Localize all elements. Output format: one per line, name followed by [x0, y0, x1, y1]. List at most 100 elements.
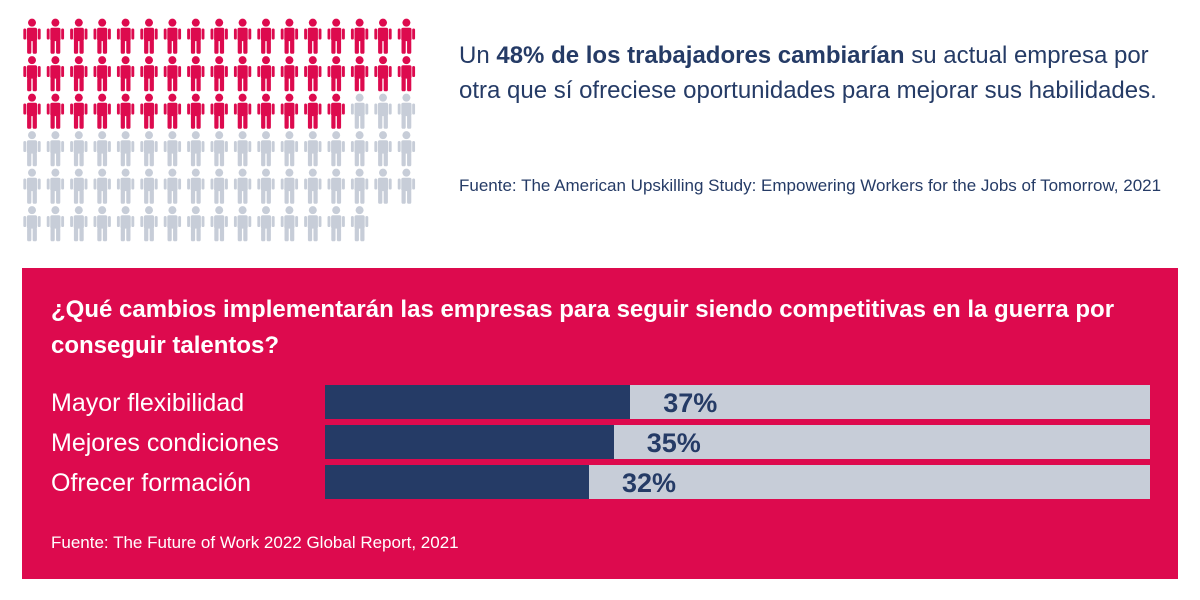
person-icon-highlighted — [374, 18, 392, 54]
person-icon — [140, 131, 158, 167]
bar-label-ofrecer-formacion: Ofrecer formación — [51, 469, 252, 497]
person-icon-highlighted — [397, 56, 416, 92]
person-icon-highlighted — [140, 56, 158, 92]
people-pictogram — [23, 18, 416, 242]
person-icon — [397, 168, 416, 204]
person-icon-highlighted — [46, 18, 65, 54]
person-icon-highlighted — [350, 18, 369, 54]
person-icon-highlighted — [327, 56, 345, 92]
person-icon-highlighted — [23, 93, 41, 129]
person-icon-highlighted — [280, 18, 299, 54]
person-icon — [187, 168, 205, 204]
person-icon-highlighted — [70, 56, 88, 92]
person-icon-highlighted — [70, 18, 88, 54]
person-icon — [233, 131, 252, 167]
person-icon — [23, 206, 41, 242]
person-icon — [257, 131, 275, 167]
person-icon — [210, 131, 228, 167]
person-icon-highlighted — [233, 56, 252, 92]
person-icon-highlighted — [163, 18, 182, 54]
person-icon-highlighted — [187, 93, 205, 129]
panel-title: ¿Qué cambios implementarán las empresas … — [51, 296, 1115, 359]
person-icon-highlighted — [280, 93, 299, 129]
person-icon-highlighted — [350, 56, 369, 92]
person-icon-highlighted — [46, 93, 65, 129]
person-icon — [93, 206, 111, 242]
bar-value-mejores-condiciones: 35% — [646, 428, 701, 458]
bar-track-ofrecer-formacion: 32% — [325, 465, 1150, 499]
person-icon — [187, 131, 205, 167]
headline-statement: Un 48% de los trabajadores cambiarían su… — [459, 38, 1179, 108]
person-icon-highlighted — [116, 56, 135, 92]
person-icon-highlighted — [327, 93, 345, 129]
bar-value-mayor-flexibilidad: 37% — [663, 388, 718, 418]
person-icon — [70, 168, 88, 204]
person-icon — [70, 131, 88, 167]
person-icon-highlighted — [187, 18, 205, 54]
person-icon-highlighted — [304, 56, 322, 92]
bar-fill-mejores-condiciones — [325, 425, 614, 459]
person-icon — [116, 168, 135, 204]
person-icon-highlighted — [327, 18, 345, 54]
person-icon — [116, 206, 135, 242]
person-icon — [304, 206, 322, 242]
person-icon-highlighted — [140, 93, 158, 129]
person-icon — [46, 131, 65, 167]
person-icon — [210, 206, 228, 242]
person-icon — [327, 131, 345, 167]
person-icon — [374, 131, 392, 167]
person-icon-highlighted — [46, 56, 65, 92]
person-icon — [163, 131, 182, 167]
bar-label-mejores-condiciones: Mejores condiciones — [51, 429, 279, 457]
person-icon-highlighted — [233, 93, 252, 129]
person-icon — [327, 168, 345, 204]
person-icon-highlighted — [116, 93, 135, 129]
person-icon-highlighted — [116, 18, 135, 54]
person-icon — [350, 168, 369, 204]
person-icon — [280, 131, 299, 167]
person-icon-highlighted — [163, 56, 182, 92]
person-icon — [280, 168, 299, 204]
person-icon-highlighted — [257, 93, 275, 129]
person-icon — [257, 168, 275, 204]
source-citation-bottom: Fuente: The Future of Work 2022 Global R… — [51, 533, 459, 552]
person-icon — [374, 93, 392, 129]
bar-fill-mayor-flexibilidad — [325, 385, 631, 419]
person-icon — [233, 206, 252, 242]
person-icon — [304, 168, 322, 204]
person-icon — [163, 168, 182, 204]
headline-suffix: su actual empresa por otra que sí ofreci… — [459, 42, 1157, 104]
person-icon — [350, 131, 369, 167]
person-icon-highlighted — [163, 93, 182, 129]
person-icon-highlighted — [23, 56, 41, 92]
bar-track-mayor-flexibilidad: 37% — [325, 385, 1150, 419]
person-icon — [374, 168, 392, 204]
person-icon-highlighted — [70, 93, 88, 129]
person-icon — [163, 206, 182, 242]
person-icon-highlighted — [93, 93, 111, 129]
bar-track-mejores-condiciones: 35% — [325, 425, 1150, 459]
person-icon — [116, 131, 135, 167]
person-icon — [350, 93, 369, 129]
person-icon — [46, 206, 65, 242]
person-icon-highlighted — [233, 18, 252, 54]
person-icon — [304, 131, 322, 167]
bar-label-mayor-flexibilidad: Mayor flexibilidad — [51, 389, 245, 417]
person-icon — [23, 131, 41, 167]
person-icon-highlighted — [140, 18, 158, 54]
source-citation-top: Fuente: The American Upskilling Study: E… — [459, 176, 1162, 195]
person-icon-highlighted — [93, 18, 111, 54]
person-icon-highlighted — [210, 93, 228, 129]
headline-emphasis: 48% de los trabajadores cambiarían — [496, 42, 905, 69]
person-icon — [93, 131, 111, 167]
person-icon — [93, 168, 111, 204]
person-icon-highlighted — [397, 18, 416, 54]
person-icon-highlighted — [210, 56, 228, 92]
person-icon — [397, 131, 416, 167]
person-icon-highlighted — [304, 18, 322, 54]
person-icon — [70, 206, 88, 242]
person-icon — [140, 206, 158, 242]
headline-prefix: Un — [459, 42, 497, 69]
person-icon — [210, 168, 228, 204]
person-icon-highlighted — [187, 56, 205, 92]
